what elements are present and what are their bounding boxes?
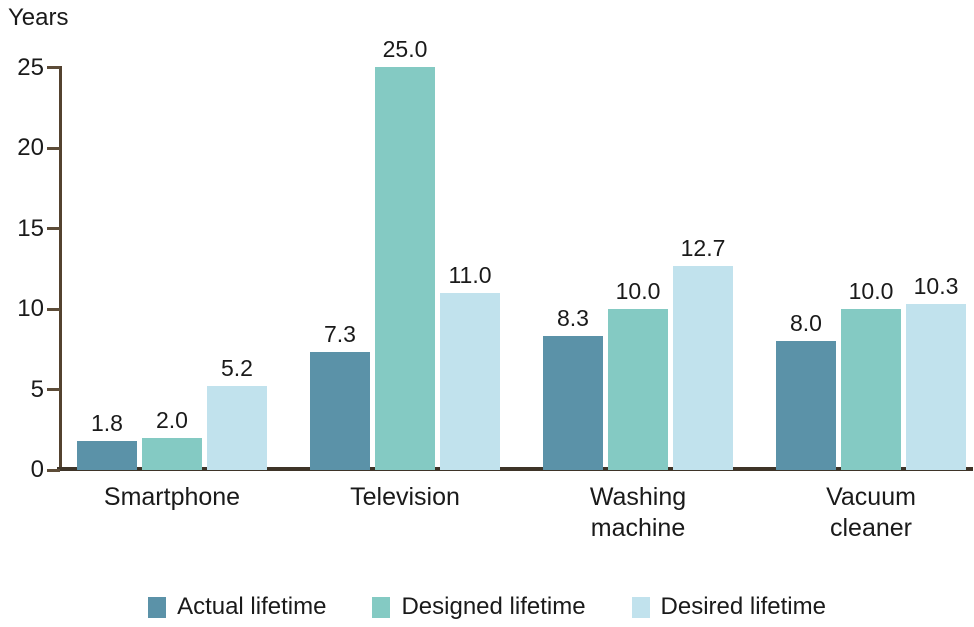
bar-designed-lifetime <box>608 309 668 470</box>
y-tick-label: 10 <box>17 295 44 322</box>
y-tick-label: 15 <box>17 214 44 242</box>
bar-designed-lifetime <box>841 309 901 470</box>
y-tick-mark <box>47 66 60 69</box>
bar-actual-lifetime <box>77 441 137 470</box>
y-axis-line <box>59 66 62 471</box>
bar-value-label: 1.8 <box>91 410 123 436</box>
bar-value-label: 10.0 <box>848 278 894 304</box>
legend: Actual lifetime Designed lifetime Desired … <box>0 593 974 621</box>
y-tick-label: 25 <box>17 53 44 81</box>
y-tick-label: 20 <box>17 134 44 161</box>
y-tick-mark <box>47 227 60 230</box>
bar-desired-lifetime <box>906 304 966 470</box>
category-label: Washing machine <box>589 483 687 542</box>
y-tick-mark <box>47 468 60 472</box>
legend-item: Desired lifetime <box>631 593 826 621</box>
bar-actual-lifetime <box>543 336 603 470</box>
bar-value-label: 7.3 <box>324 321 356 347</box>
legend-swatch <box>631 596 650 618</box>
y-tick-label: 5 <box>30 375 44 403</box>
legend-label: Designed lifetime <box>401 593 586 620</box>
bar-value-label: 5.2 <box>221 355 253 381</box>
bar-value-label: 10.3 <box>913 273 959 299</box>
category-label: Smartphone <box>103 483 241 511</box>
y-tick-mark <box>47 307 60 311</box>
bar-value-label: 25.0 <box>382 36 428 62</box>
y-tick-mark <box>47 388 60 391</box>
bar-desired-lifetime <box>673 266 733 470</box>
y-tick-mark <box>47 146 60 150</box>
bar-value-label: 8.0 <box>790 310 822 336</box>
category-label: Television <box>350 483 460 511</box>
bar-value-label: 12.7 <box>680 235 726 261</box>
legend-label: Actual lifetime <box>177 593 327 620</box>
category-label: Vacuum cleaner <box>826 483 916 542</box>
legend-swatch <box>372 596 391 618</box>
legend-label: Desired lifetime <box>660 593 826 620</box>
bar-value-label: 8.3 <box>557 305 589 331</box>
legend-swatch <box>148 596 167 618</box>
bar-desired-lifetime <box>440 293 500 470</box>
bar-value-label: 11.0 <box>448 262 492 288</box>
legend-item: Designed lifetime <box>372 593 586 621</box>
bar-designed-lifetime <box>375 67 435 470</box>
bar-actual-lifetime <box>310 352 370 470</box>
bar-value-label: 2.0 <box>156 407 188 433</box>
bar-actual-lifetime <box>776 341 836 470</box>
bar-desired-lifetime <box>207 386 267 470</box>
y-tick-label: 0 <box>30 456 44 483</box>
bar-designed-lifetime <box>142 438 202 470</box>
y-axis-title: Years <box>8 4 69 31</box>
legend-item: Actual lifetime <box>148 593 326 621</box>
x-axis-line <box>57 467 973 471</box>
bar-value-label: 10.0 <box>615 278 661 304</box>
